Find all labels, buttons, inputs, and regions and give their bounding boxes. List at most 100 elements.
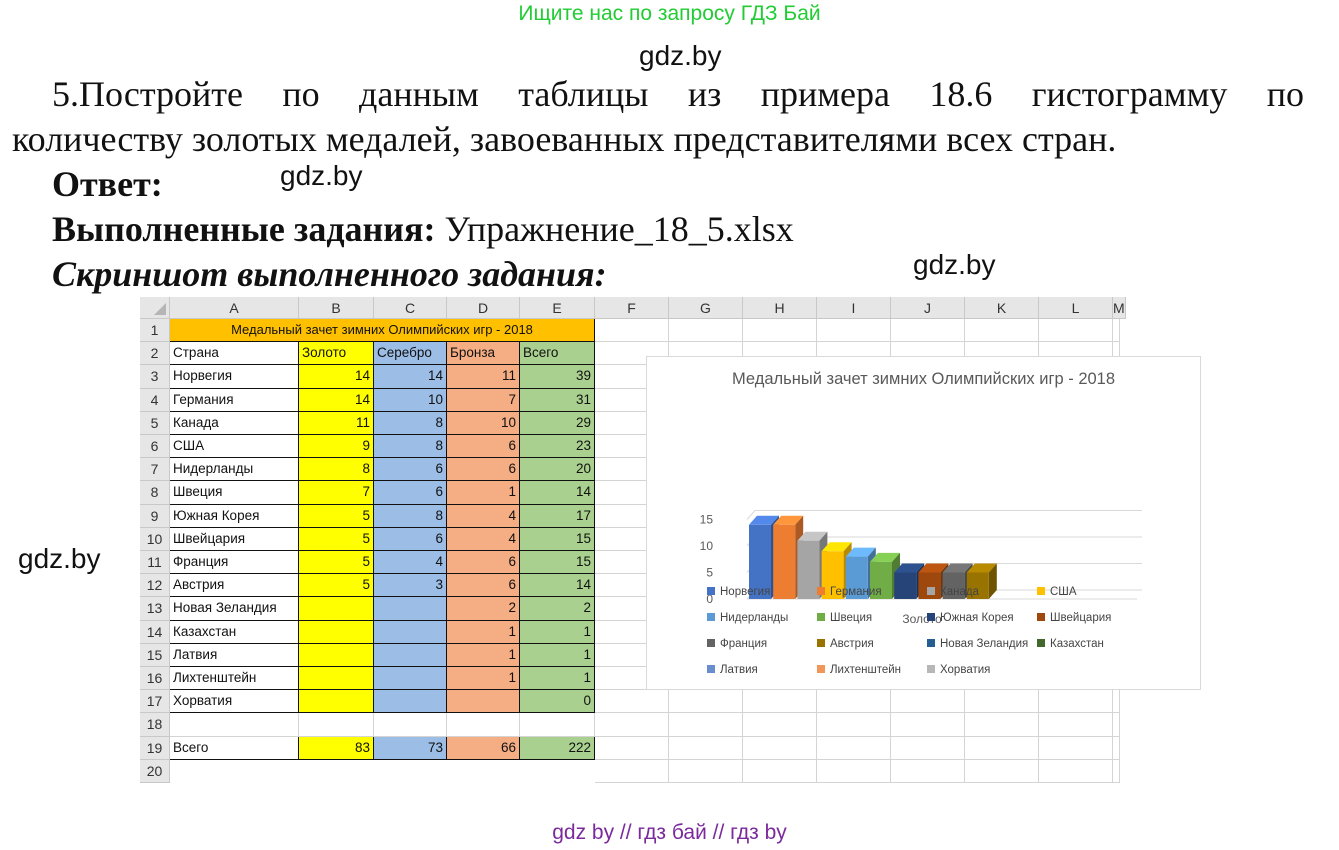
- cell[interactable]: [817, 690, 891, 714]
- value-cell[interactable]: 1: [447, 481, 520, 505]
- value-cell[interactable]: 8: [299, 458, 374, 482]
- cell[interactable]: [743, 690, 817, 714]
- country-cell[interactable]: Казахстан: [170, 620, 299, 644]
- row-header-7[interactable]: 7: [140, 458, 170, 482]
- value-cell[interactable]: 15: [520, 527, 595, 551]
- country-cell[interactable]: Новая Зеландия: [170, 597, 299, 621]
- row-header-5[interactable]: 5: [140, 411, 170, 435]
- cell[interactable]: [965, 713, 1039, 737]
- value-cell[interactable]: 11: [299, 411, 374, 435]
- cell[interactable]: [595, 759, 669, 783]
- value-cell[interactable]: [374, 597, 447, 621]
- value-cell[interactable]: 4: [374, 551, 447, 575]
- value-cell[interactable]: 14: [520, 574, 595, 598]
- cell[interactable]: [669, 713, 743, 737]
- cell[interactable]: [595, 713, 669, 737]
- column-header-a[interactable]: A: [170, 297, 299, 319]
- value-cell[interactable]: 7: [299, 481, 374, 505]
- country-cell[interactable]: Швеция: [170, 481, 299, 505]
- cell[interactable]: [1039, 713, 1113, 737]
- value-cell[interactable]: 1: [447, 620, 520, 644]
- value-cell[interactable]: 2: [447, 597, 520, 621]
- column-header-k[interactable]: K: [965, 297, 1039, 319]
- cell[interactable]: [595, 736, 669, 760]
- column-header-e[interactable]: E: [520, 297, 595, 319]
- cell[interactable]: [817, 736, 891, 760]
- column-header-c[interactable]: C: [374, 297, 447, 319]
- country-cell[interactable]: США: [170, 435, 299, 459]
- cell[interactable]: [669, 759, 743, 783]
- cell[interactable]: [743, 736, 817, 760]
- value-cell[interactable]: [374, 620, 447, 644]
- value-cell[interactable]: 20: [520, 458, 595, 482]
- cell[interactable]: [891, 319, 965, 343]
- cell[interactable]: [965, 690, 1039, 714]
- value-cell[interactable]: 8: [374, 504, 447, 528]
- value-cell[interactable]: 7: [447, 388, 520, 412]
- cell[interactable]: [1113, 736, 1120, 760]
- value-cell[interactable]: [374, 667, 447, 691]
- cell[interactable]: [743, 759, 817, 783]
- cell[interactable]: [891, 759, 965, 783]
- row-header-2[interactable]: 2: [140, 342, 170, 366]
- cell[interactable]: [669, 736, 743, 760]
- value-cell[interactable]: 0: [520, 690, 595, 714]
- cell[interactable]: [743, 713, 817, 737]
- value-cell[interactable]: 6: [447, 458, 520, 482]
- country-cell[interactable]: Хорватия: [170, 690, 299, 714]
- cell[interactable]: [1039, 736, 1113, 760]
- value-cell[interactable]: [299, 597, 374, 621]
- value-cell[interactable]: [299, 667, 374, 691]
- header-cell[interactable]: Бронза: [447, 342, 520, 366]
- row-header-1[interactable]: 1: [140, 319, 170, 343]
- column-header-l[interactable]: L: [1039, 297, 1113, 319]
- value-cell[interactable]: 9: [299, 435, 374, 459]
- country-cell[interactable]: Германия: [170, 388, 299, 412]
- value-cell[interactable]: 6: [374, 458, 447, 482]
- cell[interactable]: [965, 319, 1039, 343]
- header-cell[interactable]: Серебро: [374, 342, 447, 366]
- country-cell[interactable]: Латвия: [170, 643, 299, 667]
- value-cell[interactable]: 8: [374, 411, 447, 435]
- value-cell[interactable]: 6: [447, 574, 520, 598]
- row-header-20[interactable]: 20: [140, 759, 170, 783]
- cell[interactable]: [965, 736, 1039, 760]
- value-cell[interactable]: [299, 713, 374, 737]
- value-cell[interactable]: 14: [374, 365, 447, 389]
- cell[interactable]: [1113, 319, 1120, 343]
- row-header-18[interactable]: 18: [140, 713, 170, 737]
- value-cell[interactable]: [374, 690, 447, 714]
- value-cell[interactable]: 5: [299, 551, 374, 575]
- country-cell[interactable]: Лихтенштейн: [170, 667, 299, 691]
- value-cell[interactable]: 4: [447, 527, 520, 551]
- cell[interactable]: [965, 759, 1039, 783]
- column-header-f[interactable]: F: [595, 297, 669, 319]
- cell[interactable]: [669, 690, 743, 714]
- value-cell[interactable]: 222: [520, 736, 595, 760]
- value-cell[interactable]: 11: [447, 365, 520, 389]
- value-cell[interactable]: 14: [299, 365, 374, 389]
- row-header-17[interactable]: 17: [140, 690, 170, 714]
- cell[interactable]: [1039, 319, 1113, 343]
- row-header-14[interactable]: 14: [140, 620, 170, 644]
- value-cell[interactable]: 14: [299, 388, 374, 412]
- cell[interactable]: [891, 690, 965, 714]
- value-cell[interactable]: 73: [374, 736, 447, 760]
- cell[interactable]: [817, 713, 891, 737]
- country-cell[interactable]: Всего: [170, 736, 299, 760]
- row-header-11[interactable]: 11: [140, 551, 170, 575]
- value-cell[interactable]: 8: [374, 435, 447, 459]
- value-cell[interactable]: 1: [447, 643, 520, 667]
- column-header-b[interactable]: B: [299, 297, 374, 319]
- cell[interactable]: [891, 736, 965, 760]
- value-cell[interactable]: 6: [374, 481, 447, 505]
- value-cell[interactable]: 23: [520, 435, 595, 459]
- row-header-19[interactable]: 19: [140, 736, 170, 760]
- value-cell[interactable]: [299, 690, 374, 714]
- header-cell[interactable]: Страна: [170, 342, 299, 366]
- select-all-corner[interactable]: [140, 297, 170, 319]
- cell[interactable]: [743, 319, 817, 343]
- column-header-d[interactable]: D: [447, 297, 520, 319]
- cell[interactable]: [595, 690, 669, 714]
- value-cell[interactable]: 66: [447, 736, 520, 760]
